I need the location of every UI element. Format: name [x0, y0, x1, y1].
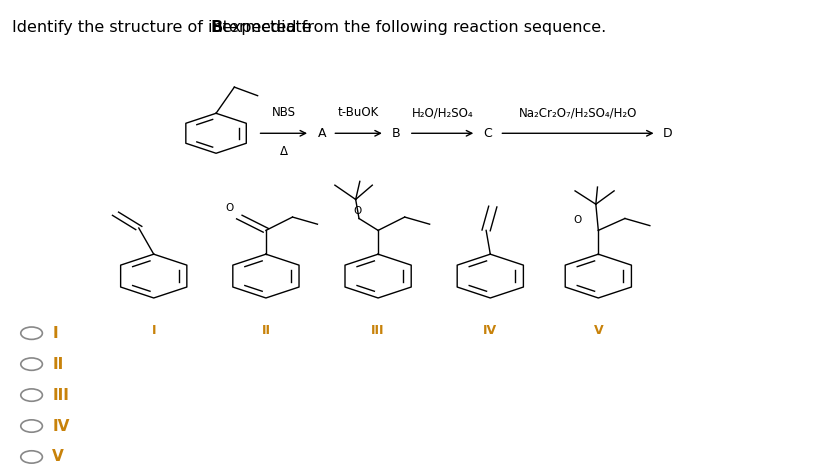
Text: t-BuOK: t-BuOK	[338, 106, 379, 119]
Text: V: V	[593, 324, 603, 337]
Text: III: III	[371, 324, 385, 337]
Text: IV: IV	[484, 324, 497, 337]
Text: expected from the following reaction sequence.: expected from the following reaction seq…	[217, 20, 607, 36]
Text: Na₂Cr₂O₇/H₂SO₄/H₂O: Na₂Cr₂O₇/H₂SO₄/H₂O	[519, 106, 637, 119]
Text: A: A	[317, 127, 326, 140]
Text: V: V	[52, 449, 64, 465]
Text: H₂O/H₂SO₄: H₂O/H₂SO₄	[411, 106, 474, 119]
Text: B: B	[211, 20, 224, 36]
Text: I: I	[52, 326, 58, 341]
Text: NBS: NBS	[272, 106, 296, 119]
Text: Δ: Δ	[280, 145, 288, 158]
Text: D: D	[663, 127, 673, 140]
Text: III: III	[52, 387, 69, 403]
Text: I: I	[151, 324, 156, 337]
Text: O: O	[353, 206, 361, 216]
Text: B: B	[392, 127, 401, 140]
Text: Identify the structure of intermediate: Identify the structure of intermediate	[12, 20, 317, 36]
Text: IV: IV	[52, 418, 70, 434]
Text: II: II	[262, 324, 270, 337]
Text: O: O	[225, 203, 234, 213]
Text: C: C	[483, 127, 492, 140]
Text: O: O	[573, 215, 582, 225]
Text: II: II	[52, 357, 64, 372]
